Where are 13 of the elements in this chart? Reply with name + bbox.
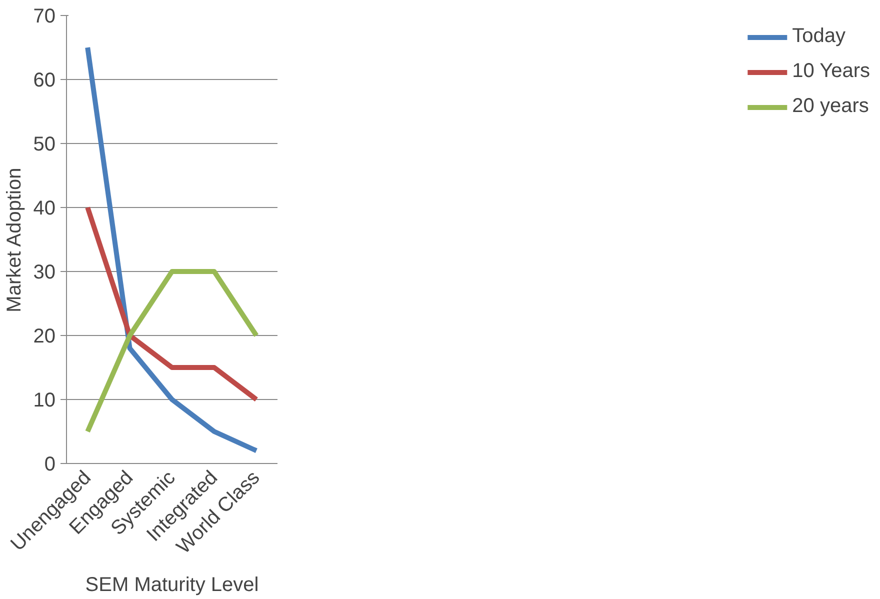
y-tick-label: 60 (33, 70, 56, 92)
legend-label: 10 Years (792, 60, 870, 83)
y-tick-label: 40 (33, 198, 56, 220)
y-tick-label: 30 (33, 262, 56, 284)
legend-label: Today (792, 25, 846, 48)
y-axis-title: Market Adoption (3, 168, 26, 312)
y-tick-label: 10 (33, 390, 56, 412)
y-tick-label: 0 (44, 454, 56, 476)
legend-label: 20 years (792, 95, 869, 118)
y-tick-label: 20 (33, 326, 56, 348)
y-tick-label: 70 (33, 6, 56, 28)
x-axis-title: SEM Maturity Level (85, 574, 259, 596)
y-tick-label: 50 (33, 134, 56, 156)
